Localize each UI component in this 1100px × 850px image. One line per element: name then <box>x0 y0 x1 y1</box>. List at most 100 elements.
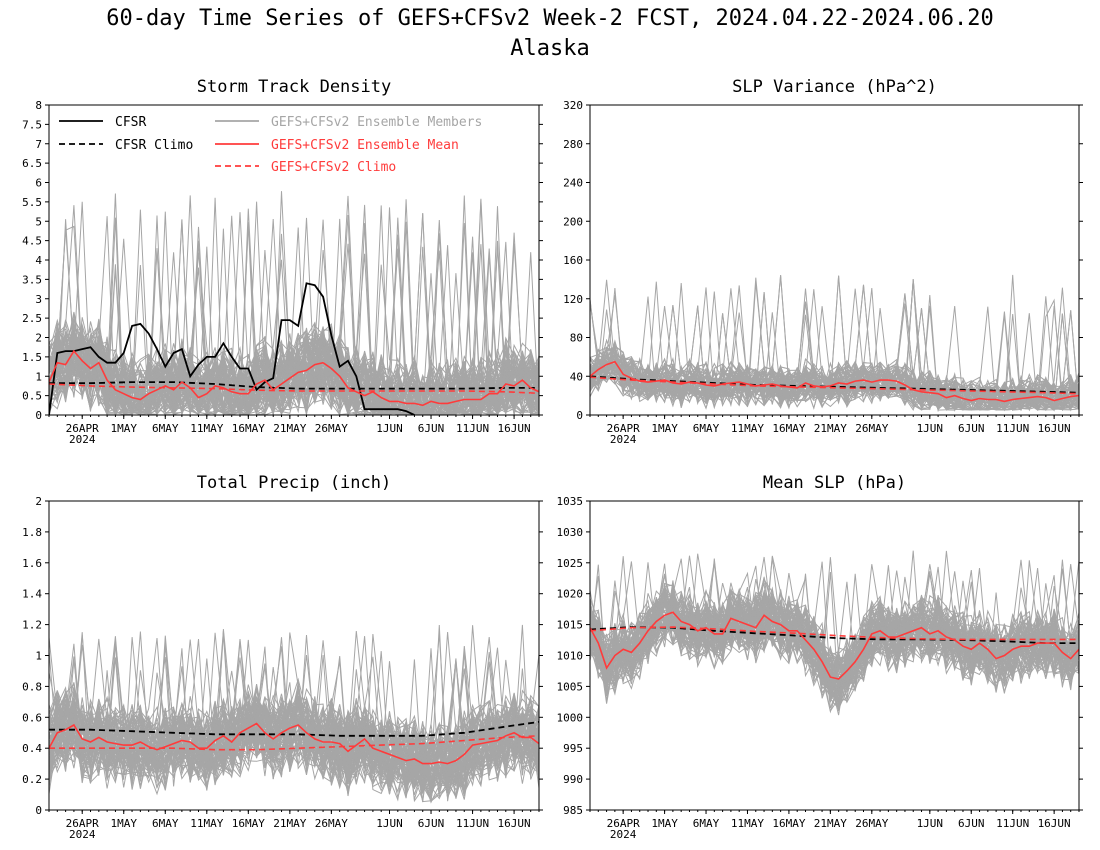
y-tick-label: 320 <box>563 99 583 112</box>
legend: CFSR CFSR Climo GEFS+CFSv2 Ensemble Member… <box>59 115 482 175</box>
y-tick-label: 2 <box>35 332 42 345</box>
x-tick-label: 16MAY <box>772 817 805 830</box>
x-tick-label: 16MAY <box>772 422 805 435</box>
x-tick-label: 6JUN <box>418 422 445 435</box>
x-tick-label: 6MAY <box>693 817 720 830</box>
panel-2: Total Precip (inch) 0 0.2 0.4 0.6 0.8 1 1.2 1.4 1… <box>22 473 543 841</box>
y-tick-label: 1025 <box>557 557 584 570</box>
x-tick-label: 11MAY <box>190 422 223 435</box>
y-tick-label: 990 <box>563 773 583 786</box>
member-line <box>590 570 1079 689</box>
y-tick-label: 1005 <box>557 680 584 693</box>
member-line <box>49 332 539 415</box>
y-tick-label: 5.5 <box>22 196 42 209</box>
y-tick-label: 1.8 <box>22 526 42 539</box>
y-tick-label: 1000 <box>557 711 584 724</box>
x-tick-label: 21MAY <box>273 422 306 435</box>
y-tick-label: 1.4 <box>22 588 42 601</box>
x-tick-label: 26MAY <box>855 422 888 435</box>
ensemble-members <box>49 191 539 415</box>
member-line <box>49 655 539 781</box>
x-tick-label: 11MAY <box>190 817 223 830</box>
member-line <box>49 249 539 415</box>
y-tick-label: 7.5 <box>22 118 42 131</box>
member-line <box>590 594 1079 681</box>
x-tick-label: 11MAY <box>731 422 764 435</box>
member-line <box>590 598 1079 693</box>
y-tick-label: 1.2 <box>22 619 42 632</box>
y-tick-label: 200 <box>563 215 583 228</box>
y-tick-label: 3.5 <box>22 273 42 286</box>
member-line <box>590 275 1079 412</box>
x-tick-label: 26APR <box>607 817 640 830</box>
series-gefs-cfsv2-climo <box>590 626 1079 641</box>
member-line <box>590 584 1079 702</box>
x-tick-label: 26APR <box>66 817 99 830</box>
y-tick-label: 4.5 <box>22 235 42 248</box>
y-tick-label: 0.8 <box>22 680 42 693</box>
member-line <box>590 595 1079 698</box>
x-tick-label: 21MAY <box>273 817 306 830</box>
panel-0: Storm Track Density 0 0.5 1 1.5 2 2.5 3 3.5 4 4.5 5… <box>22 77 543 446</box>
member-line <box>590 275 1079 411</box>
y-tick-label: 2 <box>35 495 42 508</box>
x-tick-label: 26MAY <box>315 422 348 435</box>
x-year-label: 2024 <box>69 433 96 446</box>
legend-ens-climo-label: GEFS+CFSv2 Climo <box>271 160 396 175</box>
y-tick-label: 6.5 <box>22 157 42 170</box>
x-tick-label: 1MAY <box>110 422 137 435</box>
x-tick-label: 6JUN <box>958 817 985 830</box>
x-tick-label: 6JUN <box>418 817 445 830</box>
series-gefs-cfsv2-climo <box>49 383 539 395</box>
series-cfsr-climo <box>590 375 1079 394</box>
series-gefs-cfsv2-ensemble-mean <box>49 349 539 407</box>
x-tick-label: 11JUN <box>456 422 489 435</box>
x-tick-label: 26MAY <box>855 817 888 830</box>
member-line <box>49 217 539 415</box>
y-tick-label: 1.5 <box>22 351 42 364</box>
x-year-label: 2024 <box>610 828 637 841</box>
member-line <box>590 305 1079 411</box>
y-tick-label: 0.4 <box>22 742 42 755</box>
ensemble-members <box>590 550 1079 716</box>
y-tick-label: 8 <box>35 99 42 112</box>
legend-ens-mean-label: GEFS+CFSv2 Ensemble Mean <box>271 138 459 153</box>
x-tick-label: 11JUN <box>996 817 1029 830</box>
y-tick-label: 0 <box>576 409 583 422</box>
ensemble-members <box>590 274 1079 412</box>
panel-3: Mean SLP (hPa) 985 990 995 1000 1005 1010 1015 1… <box>557 473 1083 841</box>
x-tick-label: 26MAY <box>315 817 348 830</box>
y-tick-label: 2.5 <box>22 312 42 325</box>
x-tick-label: 6MAY <box>693 422 720 435</box>
y-tick-label: 120 <box>563 293 583 306</box>
member-line <box>49 324 539 415</box>
series-cfsr-climo <box>49 721 539 737</box>
y-tick-label: 6 <box>35 177 42 190</box>
y-tick-label: 7 <box>35 138 42 151</box>
x-tick-label: 16JUN <box>1038 817 1071 830</box>
x-year-label: 2024 <box>69 828 96 841</box>
legend-members-label: GEFS+CFSv2 Ensemble Members <box>271 115 482 130</box>
x-tick-label: 1MAY <box>651 422 678 435</box>
y-tick-label: 1 <box>35 370 42 383</box>
x-year-label: 2024 <box>610 433 637 446</box>
legend-cfsr-climo-label: CFSR Climo <box>115 138 193 153</box>
y-tick-label: 1 <box>35 650 42 663</box>
x-tick-label: 16MAY <box>232 817 265 830</box>
x-tick-label: 1JUN <box>917 817 944 830</box>
x-tick-label: 11JUN <box>456 817 489 830</box>
figure-title: 60-day Time Series of GEFS+CFSv2 Week-2 … <box>106 6 994 31</box>
x-tick-label: 26APR <box>66 422 99 435</box>
series-cfsr <box>49 282 415 415</box>
member-line <box>590 344 1079 410</box>
y-tick-label: 995 <box>563 742 583 755</box>
y-tick-label: 3 <box>35 293 42 306</box>
y-tick-label: 1.6 <box>22 557 42 570</box>
series-cfsr-climo <box>49 381 539 390</box>
x-tick-label: 6MAY <box>152 817 179 830</box>
x-tick-label: 26APR <box>607 422 640 435</box>
panel-title: Mean SLP (hPa) <box>763 473 906 493</box>
x-tick-label: 6JUN <box>958 422 985 435</box>
panel-title: Total Precip (inch) <box>197 473 391 493</box>
